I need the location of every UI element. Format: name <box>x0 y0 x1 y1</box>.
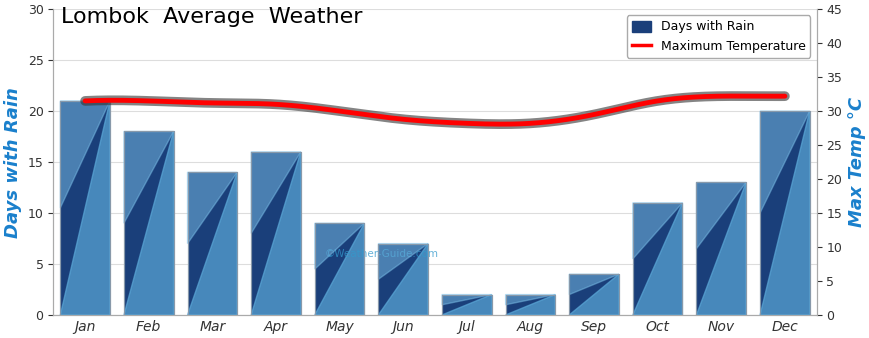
Bar <box>696 183 746 315</box>
Polygon shape <box>60 101 109 208</box>
Bar <box>632 203 681 315</box>
Text: ©Weather-Guide.com: ©Weather-Guide.com <box>324 249 438 259</box>
Bar <box>378 244 428 315</box>
Polygon shape <box>568 274 618 315</box>
Bar <box>315 223 364 315</box>
Polygon shape <box>441 295 491 315</box>
Polygon shape <box>188 172 237 244</box>
Bar <box>441 295 491 315</box>
Y-axis label: Max Temp °C: Max Temp °C <box>847 97 865 227</box>
Bar <box>441 295 491 315</box>
Polygon shape <box>505 295 554 315</box>
Polygon shape <box>760 111 809 213</box>
Polygon shape <box>696 183 746 249</box>
Polygon shape <box>251 152 301 234</box>
Polygon shape <box>251 152 301 315</box>
Bar <box>568 274 618 315</box>
Polygon shape <box>505 295 554 305</box>
Bar <box>60 101 109 315</box>
Polygon shape <box>568 274 618 295</box>
Text: Lombok  Average  Weather: Lombok Average Weather <box>61 7 362 27</box>
Bar <box>123 131 173 315</box>
Bar <box>378 244 428 315</box>
Bar <box>760 111 809 315</box>
Bar <box>123 131 173 315</box>
Polygon shape <box>696 183 746 315</box>
Bar <box>251 152 301 315</box>
Bar <box>251 152 301 315</box>
Polygon shape <box>123 131 173 223</box>
Y-axis label: Days with Rain: Days with Rain <box>4 87 22 238</box>
Bar <box>505 295 554 315</box>
Polygon shape <box>188 172 237 315</box>
Polygon shape <box>60 101 109 315</box>
Polygon shape <box>315 223 364 315</box>
Polygon shape <box>315 223 364 269</box>
Polygon shape <box>378 244 428 279</box>
Bar <box>632 203 681 315</box>
Legend: Days with Rain, Maximum Temperature: Days with Rain, Maximum Temperature <box>626 16 810 58</box>
Bar <box>760 111 809 315</box>
Bar <box>188 172 237 315</box>
Bar <box>188 172 237 315</box>
Polygon shape <box>632 203 681 315</box>
Bar <box>696 183 746 315</box>
Bar <box>568 274 618 315</box>
Bar <box>60 101 109 315</box>
Bar <box>505 295 554 315</box>
Polygon shape <box>632 203 681 259</box>
Polygon shape <box>441 295 491 305</box>
Polygon shape <box>123 131 173 315</box>
Bar <box>315 223 364 315</box>
Polygon shape <box>378 244 428 315</box>
Polygon shape <box>760 111 809 315</box>
